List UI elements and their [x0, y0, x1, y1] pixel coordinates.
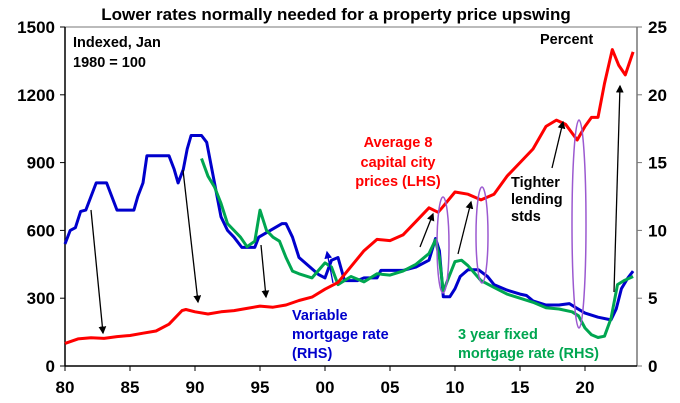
right-tick-label: 25: [648, 18, 667, 37]
arrow: [551, 120, 566, 169]
left-tick-label: 1200: [17, 86, 55, 105]
right-tick-label: 5: [648, 289, 657, 308]
x-tick-label: 10: [446, 378, 465, 397]
series-label-prices: capital city: [361, 155, 436, 171]
highlight-ellipse: [436, 196, 450, 294]
x-tick-label: 15: [511, 378, 530, 397]
x-tick-label: 80: [56, 378, 75, 397]
right-tick-label: 20: [648, 86, 667, 105]
annotations: [436, 119, 587, 329]
annotation-text: stds: [511, 209, 541, 225]
left-axis-note: Indexed, Jan: [73, 35, 161, 51]
arrow: [613, 84, 624, 293]
annotation-text: lending: [511, 192, 563, 208]
series-label-variable: (RHS): [292, 346, 332, 362]
chart-title: Lower rates normally needed for a proper…: [101, 5, 571, 24]
arrow: [324, 250, 334, 284]
arrow: [457, 200, 474, 255]
x-tick-label: 05: [381, 378, 400, 397]
series-label-fixed: 3 year fixed: [458, 327, 538, 343]
series-label-variable: Variable: [292, 308, 348, 324]
x-tick-label: 95: [251, 378, 270, 397]
arrow: [260, 244, 270, 299]
series-line-variable-rate: [63, 134, 635, 322]
annotation-text: Tighter: [511, 175, 560, 191]
series-label-prices: prices (LHS): [355, 174, 441, 190]
right-tick-label: 15: [648, 154, 667, 173]
x-tick-label: 85: [121, 378, 140, 397]
left-tick-label: 900: [27, 154, 55, 173]
right-axis-note: Percent: [540, 32, 593, 48]
x-tick-label: 20: [576, 378, 595, 397]
right-tick-label: 10: [648, 221, 667, 240]
right-tick-label: 0: [648, 357, 657, 376]
series-label-prices: Average 8: [364, 135, 433, 151]
series-line-prices: [64, 48, 635, 345]
left-axis-note: 1980 = 100: [73, 55, 146, 71]
x-tick-label: 90: [186, 378, 205, 397]
x-tick-label: 00: [316, 378, 335, 397]
arrow: [182, 169, 202, 304]
series-label-fixed: mortgage rate (RHS): [458, 346, 599, 362]
series-label-variable: mortgage rate: [292, 327, 389, 343]
series-line-fixed-rate: [200, 157, 634, 339]
left-tick-label: 300: [27, 289, 55, 308]
left-tick-label: 1500: [17, 18, 55, 37]
left-tick-label: 600: [27, 221, 55, 240]
arrow: [419, 212, 435, 248]
left-tick-label: 0: [46, 357, 55, 376]
highlight-ellipse: [571, 119, 587, 329]
arrow: [90, 209, 107, 335]
highlight-ellipse: [475, 186, 489, 284]
